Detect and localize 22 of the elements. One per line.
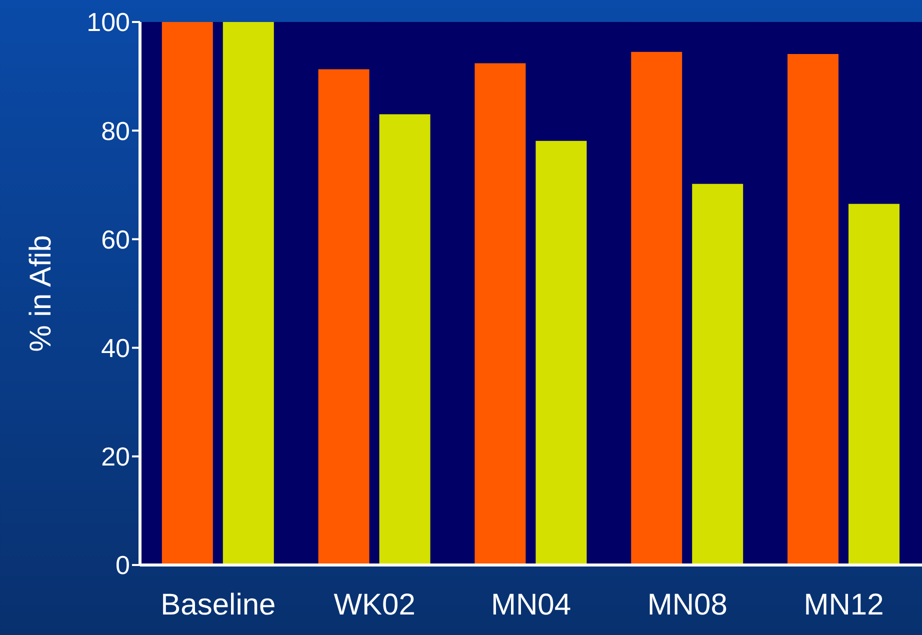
bar: [692, 184, 744, 565]
bar: [536, 140, 587, 565]
y-tick-label: 40: [101, 333, 130, 364]
bar: [222, 22, 274, 565]
y-tick-label: 0: [116, 550, 130, 580]
x-tick-label: MN12: [804, 588, 884, 622]
bar: [162, 22, 213, 565]
y-tick-label: 80: [101, 116, 130, 146]
bar: [631, 52, 682, 565]
y-tick-label: 60: [101, 224, 130, 254]
bar: [787, 54, 838, 565]
x-tick-label: Baseline: [160, 588, 276, 622]
x-tick-label: WK02: [334, 588, 416, 622]
x-tick-label: MN08: [647, 588, 728, 622]
bar: [848, 204, 900, 565]
bar: [474, 63, 526, 565]
y-axis-title: % in Afib: [24, 235, 58, 352]
bar: [318, 69, 370, 565]
bar: [379, 114, 430, 565]
y-tick-label: 20: [101, 442, 130, 472]
y-tick-label: 100: [86, 7, 130, 38]
x-tick-label: MN04: [490, 588, 572, 622]
